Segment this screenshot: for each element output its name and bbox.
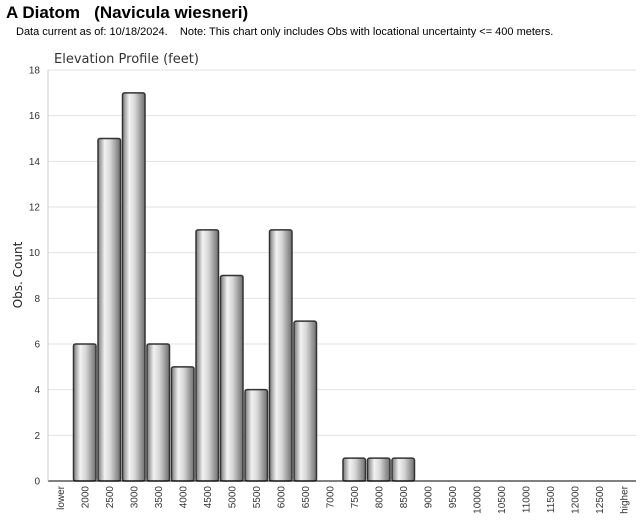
x-tick-label: 5500: [252, 486, 263, 509]
x-tick-label: 7000: [325, 486, 336, 509]
bar-2000: [72, 343, 97, 482]
bar-6000: [268, 229, 293, 482]
x-tick-label: 3500: [154, 486, 165, 509]
x-tick-label: lower: [56, 485, 67, 510]
x-tick-labels: lower 2000 2500 3000 3500 4000 4500 5000 5500 600…: [56, 485, 631, 513]
bar-3500: [146, 343, 171, 482]
bar-6500: [293, 320, 318, 482]
y-tick-label: 14: [29, 157, 41, 168]
y-axis-title: Obs. Count: [11, 241, 25, 308]
page-subtitle: Data current as of: 10/18/2024. Note: Th…: [16, 26, 554, 38]
y-tick-label: 2: [34, 431, 40, 442]
x-tick-label: 3000: [129, 486, 140, 509]
x-tick-label: 8000: [374, 486, 385, 509]
bar-4000: [170, 366, 195, 482]
x-tick-label: 8500: [399, 486, 410, 509]
x-tick-label: 10500: [497, 486, 508, 514]
y-tick-label: 0: [34, 477, 40, 488]
page-title: A Diatom (Navicula wiesneri): [6, 3, 249, 22]
x-tick-label: 9500: [448, 486, 459, 509]
y-tick-label: 16: [29, 111, 41, 122]
x-tick-label: 5000: [227, 486, 238, 509]
bar-4500: [195, 229, 220, 482]
x-tick-label: 10000: [472, 486, 483, 514]
bar-8500: [391, 457, 416, 482]
bars: [72, 92, 416, 482]
x-tick-label: 12500: [595, 486, 606, 514]
x-tick-label: 9000: [423, 486, 434, 509]
x-tick-label: 12000: [570, 486, 581, 514]
y-tick-label: 4: [34, 385, 40, 396]
chart-title: Elevation Profile (feet): [54, 52, 199, 67]
x-tick-label: 6500: [301, 486, 312, 509]
y-tick-label: 8: [34, 294, 40, 305]
x-tick-label: 2000: [80, 486, 91, 509]
grid-lines: [48, 69, 636, 436]
x-tick-label: 11000: [521, 486, 532, 514]
x-tick-label: 7500: [350, 486, 361, 509]
y-tick-labels: 0 2 4 6 8 10 12 14 16 18: [29, 66, 41, 488]
bar-7500: [342, 457, 367, 482]
bar-2500: [97, 137, 122, 482]
x-tick-label: 11500: [546, 486, 557, 514]
x-tick-label: higher: [619, 485, 630, 513]
y-tick-label: 12: [29, 203, 41, 214]
bar-5500: [244, 388, 269, 482]
x-tick-label: 4000: [178, 486, 189, 509]
bar-5000: [219, 274, 244, 482]
y-tick-label: 18: [29, 66, 41, 77]
x-tick-label: 4500: [203, 486, 214, 509]
bar-3000: [121, 92, 146, 482]
y-tick-label: 6: [34, 340, 40, 351]
bar-8000: [366, 457, 391, 482]
x-tick-label: 2500: [105, 486, 116, 509]
y-tick-label: 10: [29, 248, 41, 259]
x-tick-label: 6000: [276, 486, 287, 509]
